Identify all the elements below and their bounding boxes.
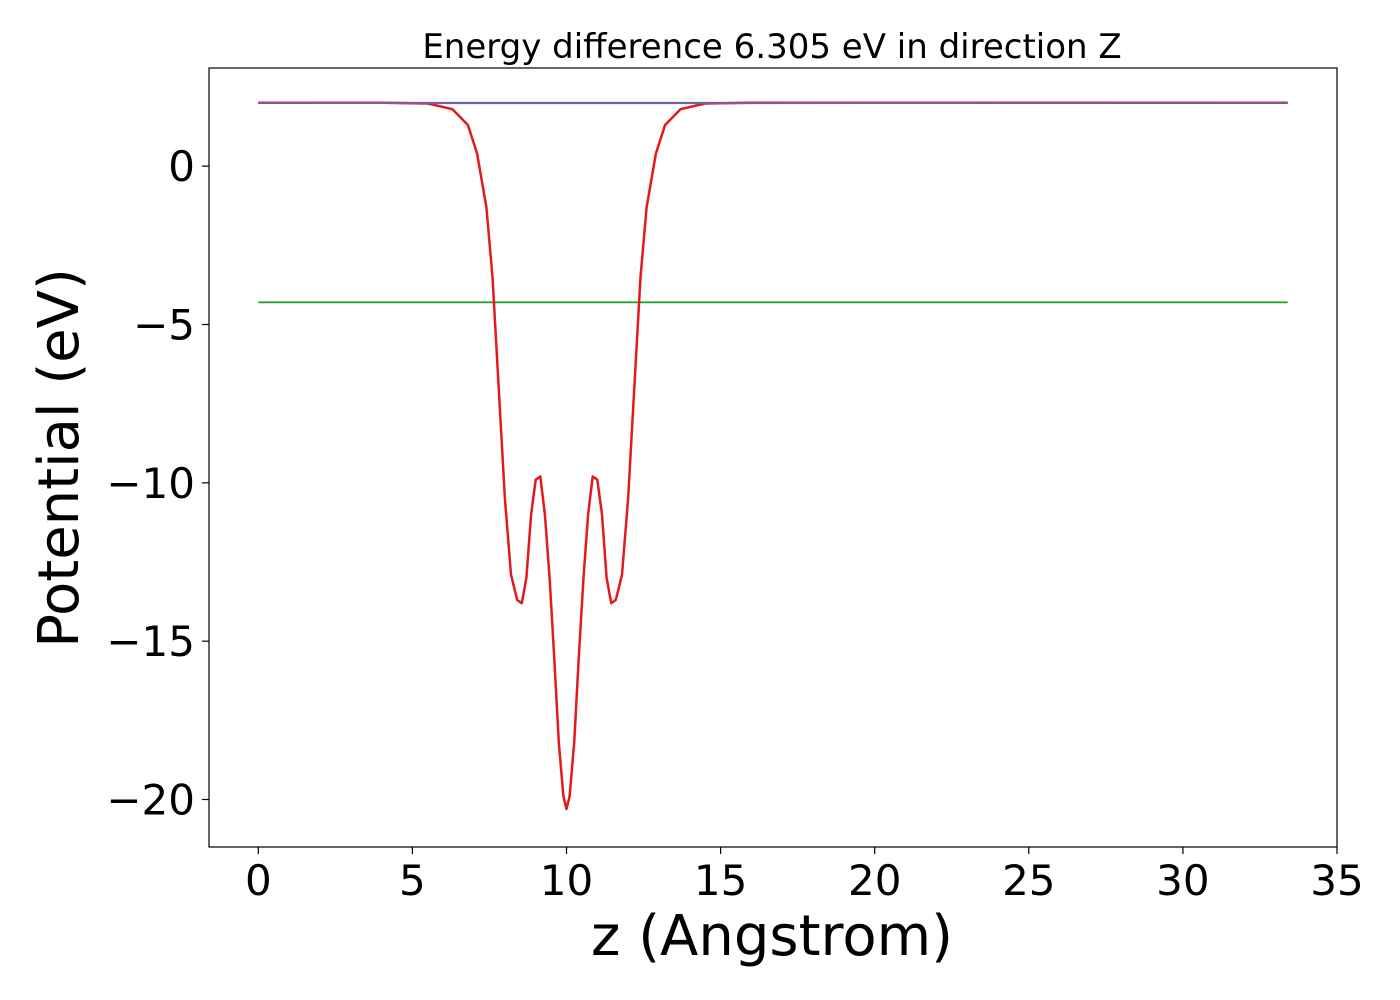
x-tick-label: 35 — [1310, 856, 1363, 905]
x-tick-label: 20 — [848, 856, 901, 905]
x-tick-label: 5 — [399, 856, 426, 905]
series-line-red — [258, 101, 1288, 811]
y-tick-label: −10 — [106, 459, 195, 508]
y-axis-label: Potential (eV) — [27, 268, 92, 648]
x-tick-label: 30 — [1156, 856, 1209, 905]
y-axis: 0 −5 −10 −15 −20 — [106, 142, 209, 825]
plot-frame — [208, 67, 1338, 848]
chart-title: Energy difference 6.305 eV in direction … — [422, 27, 1121, 67]
x-tick-label: 25 — [1002, 856, 1055, 905]
y-tick-label: −15 — [106, 617, 195, 666]
x-axis: 0 5 10 15 20 25 30 35 — [245, 847, 1364, 905]
x-tick-label: 0 — [245, 856, 272, 905]
y-tick-label: 0 — [168, 142, 195, 191]
plot-lines — [258, 101, 1288, 811]
y-tick-label: −5 — [133, 301, 195, 350]
y-tick-label: −20 — [106, 776, 195, 825]
x-axis-label: z (Angstrom) — [591, 904, 953, 969]
x-tick-label: 10 — [540, 856, 593, 905]
x-tick-label: 15 — [694, 856, 747, 905]
